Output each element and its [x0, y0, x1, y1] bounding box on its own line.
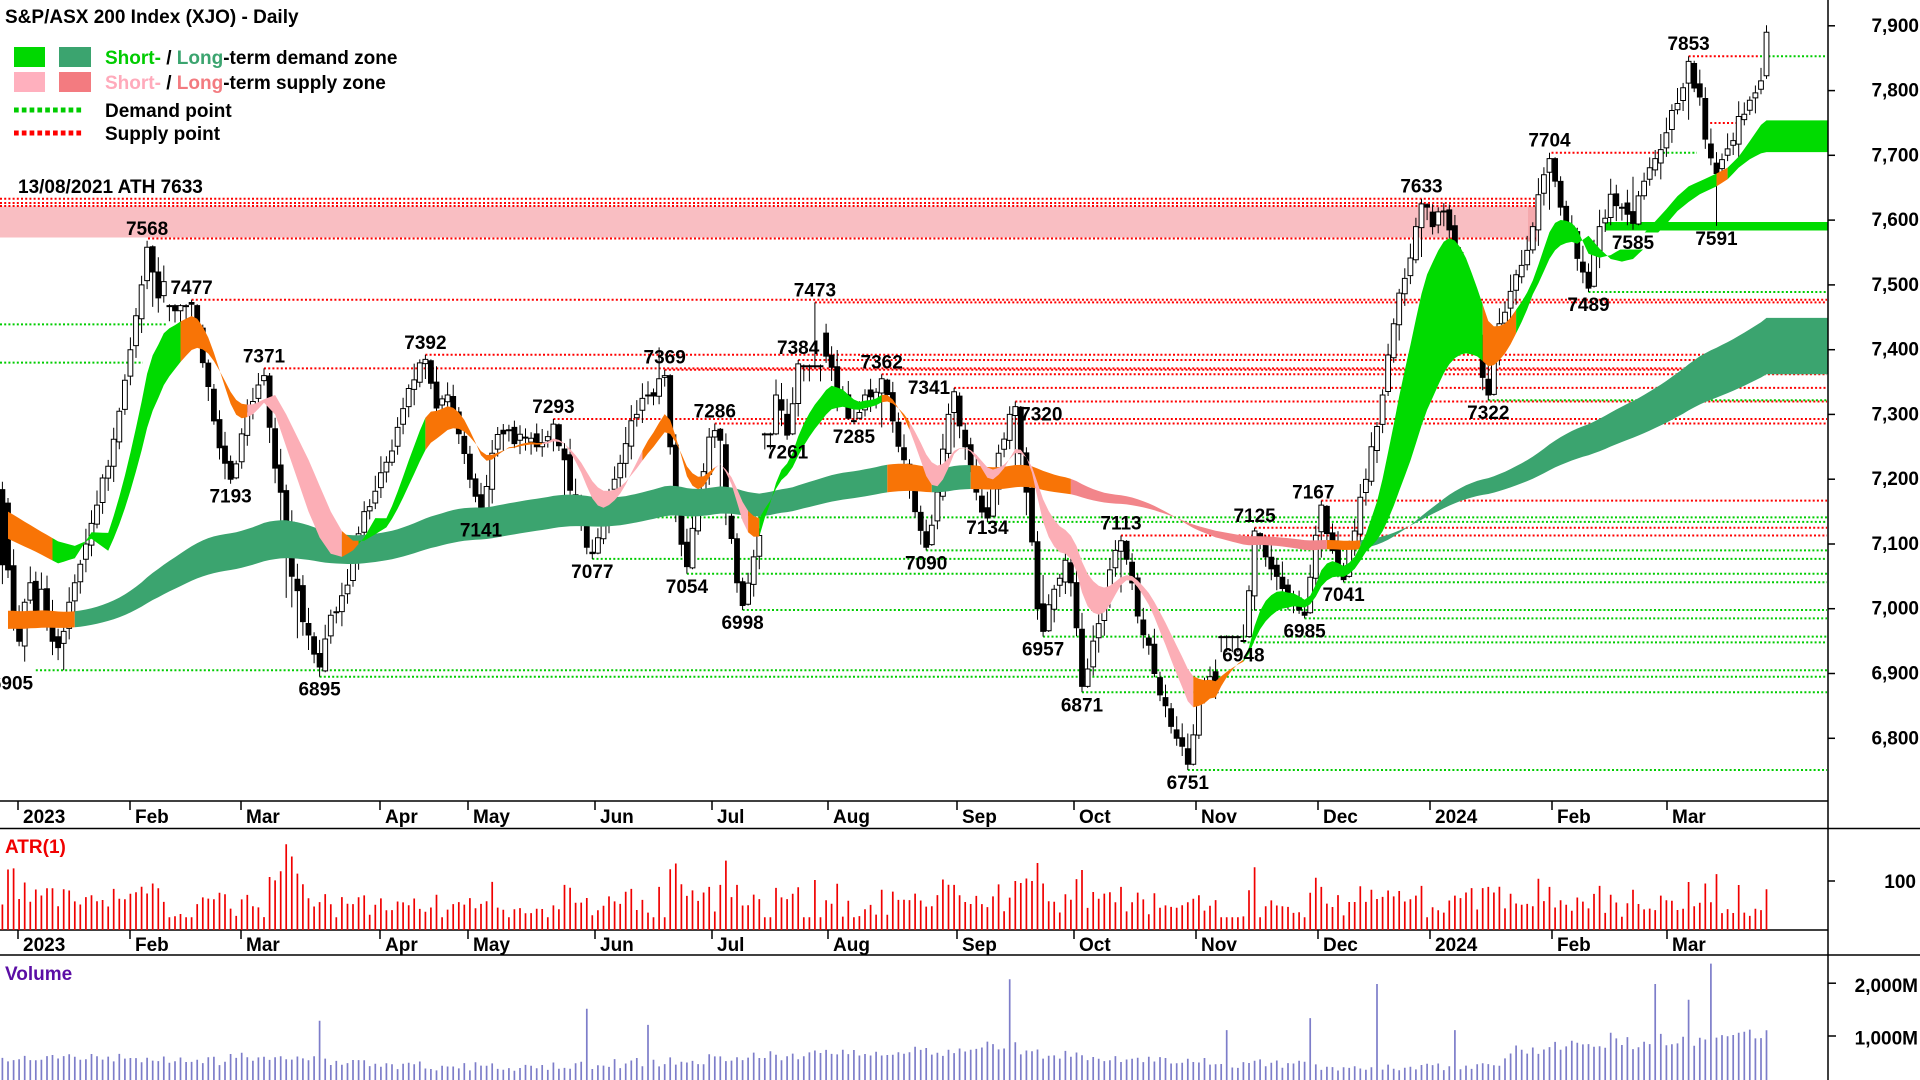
svg-text:Feb: Feb	[135, 935, 169, 956]
svg-text:6948: 6948	[1222, 645, 1264, 666]
svg-text:7,500: 7,500	[1871, 275, 1919, 296]
svg-text:7077: 7077	[571, 562, 613, 583]
svg-text:Sep: Sep	[962, 935, 997, 956]
svg-text:Feb: Feb	[1557, 807, 1591, 828]
svg-text:7141: 7141	[460, 520, 503, 541]
svg-text:7286: 7286	[694, 402, 736, 423]
svg-text:7320: 7320	[1020, 405, 1062, 426]
svg-text:Apr: Apr	[385, 807, 418, 828]
svg-text:2023: 2023	[23, 807, 65, 828]
svg-text:May: May	[473, 935, 510, 956]
svg-text:7568: 7568	[126, 219, 168, 240]
svg-text:7,400: 7,400	[1871, 340, 1919, 361]
svg-text:S&P/ASX 200 Index (XJO) - Dail: S&P/ASX 200 Index (XJO) - Daily	[5, 7, 299, 28]
svg-text:7,300: 7,300	[1871, 404, 1919, 425]
svg-text:7,900: 7,900	[1871, 16, 1919, 37]
svg-text:7134: 7134	[966, 518, 1009, 539]
svg-text:7167: 7167	[1292, 483, 1334, 504]
svg-text:7,700: 7,700	[1871, 145, 1919, 166]
svg-text:7125: 7125	[1233, 506, 1276, 527]
svg-text:Jun: Jun	[600, 935, 634, 956]
svg-text:7477: 7477	[170, 278, 212, 299]
svg-text:7362: 7362	[861, 352, 903, 373]
svg-text:Aug: Aug	[833, 807, 870, 828]
svg-text:Oct: Oct	[1079, 807, 1111, 828]
svg-text:7473: 7473	[794, 280, 836, 301]
svg-text:Volume: Volume	[5, 964, 72, 985]
svg-text:6905: 6905	[0, 673, 34, 694]
svg-text:7293: 7293	[532, 397, 574, 418]
svg-text:Jun: Jun	[600, 807, 634, 828]
svg-text:7371: 7371	[243, 346, 286, 367]
svg-text:7585: 7585	[1612, 233, 1655, 254]
svg-text:Short- / Long-term demand zone: Short- / Long-term demand zone	[105, 48, 397, 69]
svg-text:6957: 6957	[1022, 640, 1064, 661]
svg-text:2,000M: 2,000M	[1855, 976, 1918, 997]
svg-text:Apr: Apr	[385, 935, 418, 956]
svg-text:Oct: Oct	[1079, 935, 1111, 956]
svg-text:Aug: Aug	[833, 935, 870, 956]
svg-text:6871: 6871	[1061, 695, 1104, 716]
svg-text:7285: 7285	[833, 427, 876, 448]
svg-text:Mar: Mar	[246, 935, 280, 956]
svg-text:Feb: Feb	[135, 807, 169, 828]
svg-text:2024: 2024	[1435, 935, 1478, 956]
svg-text:6985: 6985	[1283, 621, 1326, 642]
svg-text:1,000M: 1,000M	[1855, 1029, 1918, 1050]
svg-text:Supply point: Supply point	[105, 124, 221, 145]
svg-text:7704: 7704	[1528, 131, 1571, 152]
svg-text:7193: 7193	[209, 487, 251, 508]
svg-text:Dec: Dec	[1323, 935, 1358, 956]
svg-text:7341: 7341	[908, 378, 951, 399]
svg-text:Dec: Dec	[1323, 807, 1358, 828]
svg-text:6,800: 6,800	[1871, 728, 1919, 749]
svg-text:Feb: Feb	[1557, 935, 1591, 956]
svg-text:Short- / Long-term supply zone: Short- / Long-term supply zone	[105, 73, 386, 94]
svg-text:Nov: Nov	[1201, 807, 1237, 828]
svg-text:Nov: Nov	[1201, 935, 1237, 956]
svg-text:6998: 6998	[721, 613, 763, 634]
svg-text:ATR(1): ATR(1)	[5, 837, 66, 858]
svg-text:7090: 7090	[905, 553, 947, 574]
svg-text:7591: 7591	[1695, 229, 1738, 250]
svg-text:Mar: Mar	[1672, 807, 1706, 828]
svg-text:2023: 2023	[23, 935, 65, 956]
svg-text:7633: 7633	[1400, 177, 1442, 198]
svg-text:7,800: 7,800	[1871, 81, 1919, 102]
svg-text:7,000: 7,000	[1871, 599, 1919, 620]
svg-text:7369: 7369	[644, 348, 686, 369]
svg-text:Mar: Mar	[246, 807, 280, 828]
svg-text:7853: 7853	[1667, 34, 1709, 55]
svg-text:7322: 7322	[1467, 403, 1509, 424]
svg-text:100: 100	[1884, 872, 1916, 893]
svg-text:6751: 6751	[1167, 773, 1210, 794]
svg-text:7384: 7384	[777, 338, 820, 359]
svg-text:7041: 7041	[1322, 585, 1365, 606]
svg-text:7392: 7392	[404, 333, 446, 354]
svg-text:Jul: Jul	[717, 935, 744, 956]
svg-text:13/08/2021 ATH 7633: 13/08/2021 ATH 7633	[18, 177, 203, 198]
svg-text:7,100: 7,100	[1871, 534, 1919, 555]
svg-text:Mar: Mar	[1672, 935, 1706, 956]
svg-text:7113: 7113	[1100, 514, 1141, 535]
svg-text:2024: 2024	[1435, 807, 1478, 828]
svg-text:Sep: Sep	[962, 807, 997, 828]
svg-text:6895: 6895	[298, 680, 341, 701]
svg-text:7,200: 7,200	[1871, 469, 1919, 490]
svg-text:6,900: 6,900	[1871, 664, 1919, 685]
svg-text:7261: 7261	[766, 443, 809, 464]
svg-text:7,600: 7,600	[1871, 210, 1919, 231]
svg-text:Demand point: Demand point	[105, 101, 232, 122]
svg-text:May: May	[473, 807, 510, 828]
svg-text:7054: 7054	[666, 577, 709, 598]
svg-text:7489: 7489	[1567, 295, 1609, 316]
svg-text:Jul: Jul	[717, 807, 744, 828]
